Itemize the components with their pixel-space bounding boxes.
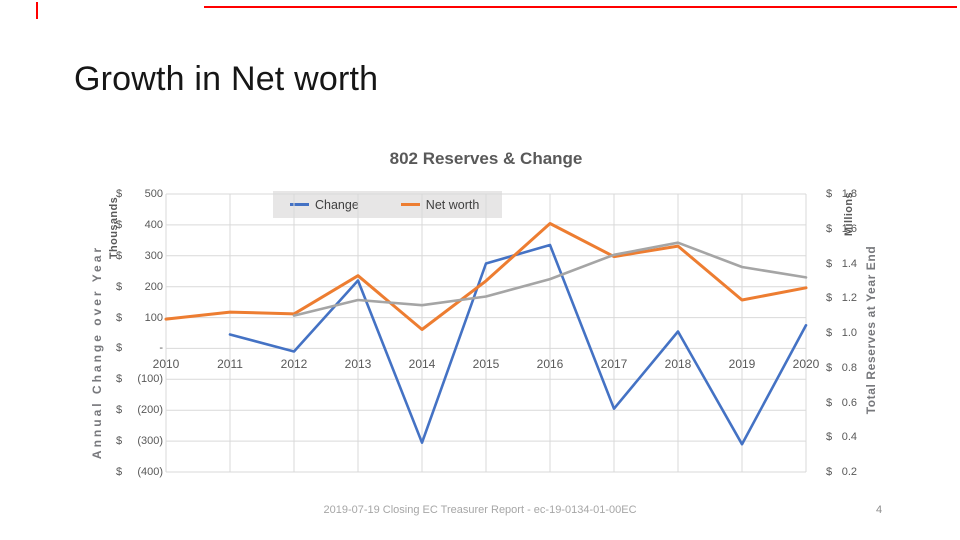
right-axis-tick-label: $0.8 xyxy=(826,361,857,375)
tick-value: 0.2 xyxy=(841,466,857,478)
currency-symbol: $ xyxy=(116,404,123,416)
page-number: 4 xyxy=(876,504,883,516)
x-axis-tick-label: 2016 xyxy=(536,357,564,371)
currency-symbol: $ xyxy=(116,312,123,324)
right-axis-tick-label: $0.2 xyxy=(826,465,857,479)
x-axis-tick-label: 2010 xyxy=(152,357,180,371)
x-axis-tick-label: 2019 xyxy=(728,357,756,371)
tick-value: 1.4 xyxy=(841,258,857,270)
tick-value: (300) xyxy=(137,435,163,447)
legend-line-swatch xyxy=(290,203,309,206)
currency-symbol: $ xyxy=(826,292,833,304)
right-axis-tick-label: $1.4 xyxy=(826,257,857,271)
red-accent-line xyxy=(204,6,957,8)
plot-area xyxy=(164,193,808,473)
left-axis-tick-label: $500 xyxy=(116,187,163,201)
currency-symbol: $ xyxy=(116,281,123,293)
left-axis-tick-label: $ (400) xyxy=(116,465,163,479)
left-axis-tick-label: $ (200) xyxy=(116,403,163,417)
legend-label: Change xyxy=(315,197,359,212)
tick-value: 500 xyxy=(144,188,163,200)
currency-symbol: $ xyxy=(116,373,123,385)
currency-symbol: $ xyxy=(116,435,123,447)
right-axis-tick-label: $1.6 xyxy=(826,222,857,236)
page-title: Growth in Net worth xyxy=(74,60,379,98)
legend-label: Net worth xyxy=(425,197,480,212)
legend-entry-net-worth: Net worth xyxy=(400,197,480,212)
currency-symbol: $ xyxy=(116,188,123,200)
tick-value: 200 xyxy=(144,281,163,293)
right-axis-tick-label: $1.0 xyxy=(826,326,857,340)
x-axis-tick-label: 2017 xyxy=(600,357,628,371)
x-axis-tick-label: 2015 xyxy=(472,357,500,371)
tick-value: 100 xyxy=(144,312,163,324)
left-axis-tick-label: $ - xyxy=(116,341,163,355)
slide-footer: 2019-07-19 Closing EC Treasurer Report -… xyxy=(323,504,637,516)
red-accent-tick xyxy=(36,2,38,19)
left-axis-tick-label: $400 xyxy=(116,218,163,232)
currency-symbol: $ xyxy=(116,342,123,354)
legend-line-swatch xyxy=(400,203,420,206)
tick-value: 0.4 xyxy=(841,431,857,443)
left-axis-tick-label: $ (100) xyxy=(116,372,163,386)
currency-symbol: $ xyxy=(826,223,833,235)
right-axis-tick-label: $1.8 xyxy=(826,187,857,201)
left-axis-tick-label: $100 xyxy=(116,311,163,325)
tick-value: 1.8 xyxy=(841,188,857,200)
currency-symbol: $ xyxy=(826,188,833,200)
tick-value: - xyxy=(159,342,163,354)
chart-legend: Change Net worth xyxy=(273,191,502,218)
legend-entry-change: Change xyxy=(290,198,359,212)
x-axis-tick-label: 2012 xyxy=(280,357,308,371)
tick-value: 0.8 xyxy=(841,362,857,374)
left-axis-tick-label: $ (300) xyxy=(116,434,163,448)
tick-value: 0.6 xyxy=(841,397,857,409)
left-axis-tick-label: $300 xyxy=(116,249,163,263)
tick-value: (200) xyxy=(137,404,163,416)
series-line-unlabeled xyxy=(292,241,808,317)
currency-symbol: $ xyxy=(116,250,123,262)
tick-value: 300 xyxy=(144,250,163,262)
tick-value: (100) xyxy=(137,373,163,385)
tick-value: 400 xyxy=(144,219,163,231)
x-axis-tick-label: 2018 xyxy=(664,357,692,371)
chart-title: 802 Reserves & Change xyxy=(389,149,583,168)
currency-symbol: $ xyxy=(826,258,833,270)
x-axis-tick-label: 2020 xyxy=(792,357,820,371)
right-axis-tick-label: $0.6 xyxy=(826,396,857,410)
x-axis-tick-label: 2011 xyxy=(217,357,243,371)
currency-symbol: $ xyxy=(116,466,123,478)
right-axis-tick-label: $1.2 xyxy=(826,291,857,305)
tick-value: 1.6 xyxy=(841,223,857,235)
currency-symbol: $ xyxy=(826,327,833,339)
currency-symbol: $ xyxy=(116,219,123,231)
x-axis-tick-label: 2014 xyxy=(408,357,436,371)
currency-symbol: $ xyxy=(826,466,833,478)
series-line-net-worth xyxy=(164,222,808,331)
right-axis-tick-label: $0.4 xyxy=(826,430,857,444)
currency-symbol: $ xyxy=(826,362,833,374)
series-line-change xyxy=(228,243,808,446)
currency-symbol: $ xyxy=(826,397,833,409)
currency-symbol: $ xyxy=(826,431,833,443)
tick-value: (400) xyxy=(137,466,163,478)
gridlines xyxy=(165,193,807,473)
left-axis-tick-label: $200 xyxy=(116,280,163,294)
tick-value: 1.2 xyxy=(841,292,857,304)
x-axis-tick-label: 2013 xyxy=(344,357,372,371)
tick-value: 1.0 xyxy=(841,327,857,339)
